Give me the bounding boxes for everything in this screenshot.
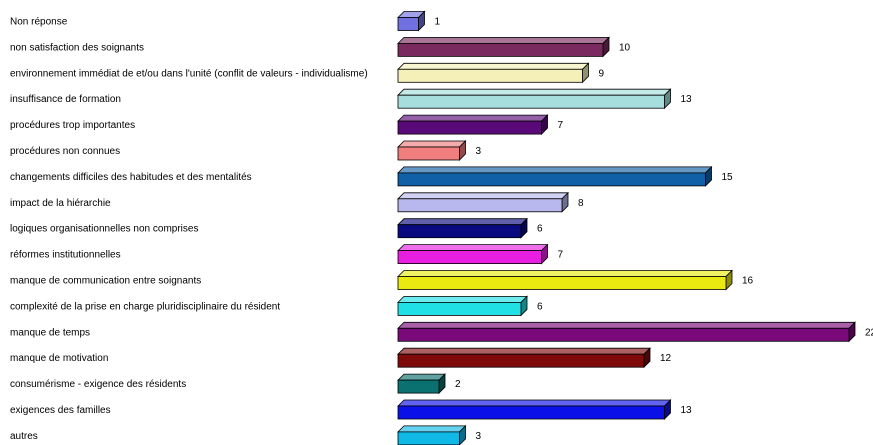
bar-top-face [397, 295, 528, 303]
bar-front-face [397, 353, 645, 368]
value-label: 7 [558, 120, 564, 131]
bar-front-face [397, 379, 440, 394]
category-label: environnement immédiat de et/ou dans l'u… [10, 68, 368, 79]
bars [397, 10, 856, 445]
category-label: procédures trop importantes [10, 120, 135, 131]
bar [397, 140, 467, 161]
bar [397, 295, 528, 317]
bar-top-face [397, 218, 528, 226]
category-label: changements difficiles des habitudes et … [10, 172, 252, 183]
value-label: 13 [681, 94, 693, 105]
bar-top-face [397, 166, 713, 174]
bar [397, 114, 549, 136]
bar-top-face [397, 425, 467, 433]
value-label: 13 [681, 405, 693, 416]
bar-top-face [397, 373, 446, 381]
bar-front-face [397, 276, 727, 290]
value-label: 3 [476, 431, 482, 442]
bar-top-face [397, 62, 590, 70]
bar [397, 424, 467, 445]
value-label: 22 [865, 327, 873, 338]
category-label: consumérisme - exigence des résidents [10, 379, 186, 390]
value-labels: 1 10 9 13 7 3 15 8 6 7 16 6 22 12 2 13 3 [435, 17, 873, 442]
bar [397, 269, 733, 291]
bar-front-face [397, 250, 542, 265]
bar-front-face [397, 327, 850, 342]
bar-front-face [397, 198, 563, 213]
value-label: 6 [537, 224, 543, 235]
bar-front-face [397, 405, 665, 420]
bar-top-face [397, 114, 549, 122]
bar-top-face [397, 192, 569, 200]
bar-top-face [397, 140, 467, 148]
bar-front-face [397, 301, 522, 316]
value-label: 1 [435, 17, 441, 28]
bar-front-face [397, 146, 460, 161]
category-label: autres [10, 431, 38, 442]
bar [397, 10, 426, 32]
category-label: insuffisance de formation [10, 94, 121, 105]
bar-front-face [397, 43, 604, 57]
category-label: manque de temps [10, 327, 90, 338]
bar-top-face [397, 88, 672, 96]
bar [397, 165, 713, 187]
category-label: impact de la hiérarchie [10, 198, 111, 209]
category-label: manque de motivation [10, 353, 108, 364]
value-label: 12 [660, 353, 672, 364]
value-label: 9 [599, 68, 605, 79]
bar-top-face [397, 321, 856, 329]
category-label: logiques organisationnelles non comprise… [10, 224, 198, 235]
bar [397, 321, 856, 343]
bar-front-face [397, 17, 419, 31]
bar-top-face [397, 37, 610, 44]
bar-front-face [397, 120, 542, 135]
value-label: 16 [742, 276, 754, 287]
bar [397, 347, 651, 369]
value-label: 3 [476, 146, 482, 157]
value-label: 15 [722, 172, 734, 183]
bar [397, 243, 549, 265]
bar-front-face [397, 68, 583, 83]
bar [397, 191, 569, 213]
category-label: Non réponse [10, 17, 68, 28]
bar-front-face [397, 94, 665, 109]
value-label: 10 [619, 42, 631, 53]
bar [397, 399, 672, 420]
bar [397, 88, 672, 110]
bar [397, 62, 590, 84]
category-label: complexité de la prise en charge pluridi… [10, 301, 280, 312]
category-label: non satisfaction des soignants [10, 42, 144, 53]
bar [397, 373, 446, 395]
bar-front-face [397, 224, 522, 239]
bar-top-face [397, 347, 651, 355]
category-labels: Non réponse non satisfaction des soignant… [10, 17, 368, 442]
bar-top-face [397, 270, 733, 277]
bar [397, 217, 528, 239]
category-label: exigences des familles [10, 405, 111, 416]
category-label: manque de communication entre soignants [10, 276, 201, 287]
bar [397, 36, 610, 58]
bar-front-face [397, 172, 706, 187]
category-label: procédures non connues [10, 146, 120, 157]
value-label: 8 [578, 198, 584, 209]
bar-top-face [397, 399, 672, 407]
bar-front-face [397, 431, 460, 445]
category-label: réformes institutionnelles [10, 250, 121, 261]
value-label: 6 [537, 301, 543, 312]
value-label: 2 [455, 379, 461, 390]
bar-top-face [397, 244, 549, 252]
value-label: 7 [558, 250, 564, 261]
